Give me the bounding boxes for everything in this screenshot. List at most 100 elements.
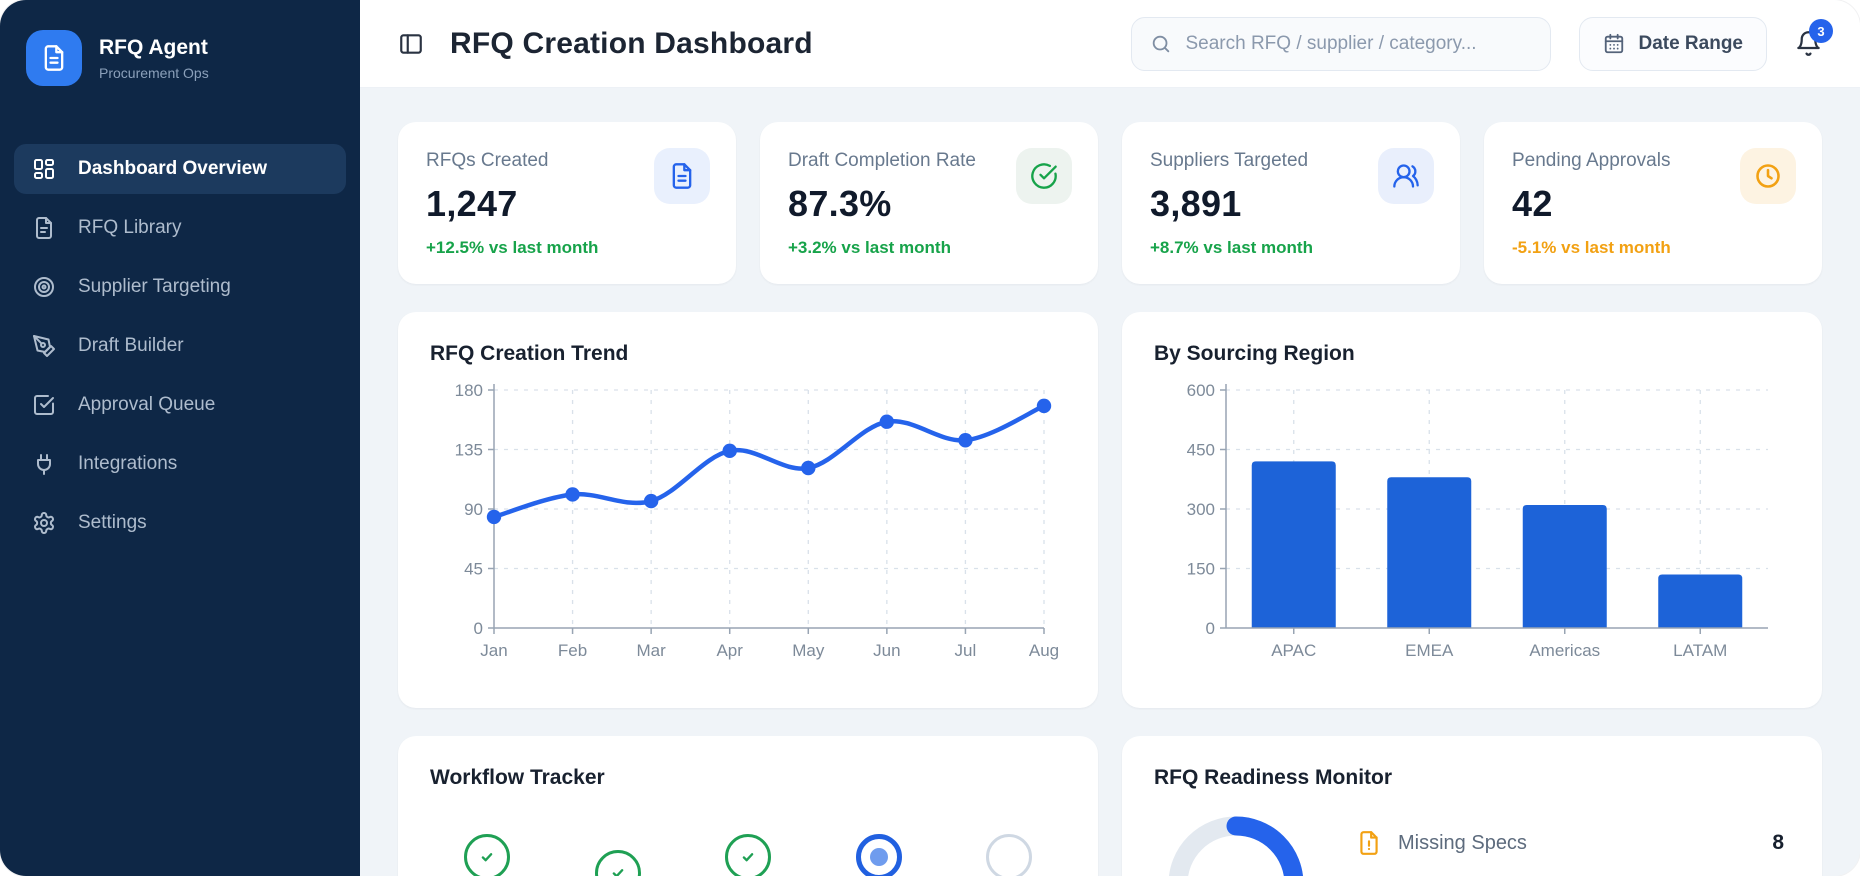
sidebar-item-label: Settings <box>78 512 147 533</box>
readiness-row-missing-specs: Missing Specs 8 <box>1356 830 1790 856</box>
svg-text:Jun: Jun <box>873 641 900 660</box>
check-circle-icon <box>1016 148 1072 204</box>
stat-card-pending-approvals: Pending Approvals 42 -5.1% vs last month <box>1484 122 1822 284</box>
sidebar-item-label: RFQ Library <box>78 217 182 238</box>
notifications-button[interactable]: 3 <box>1795 19 1833 57</box>
svg-text:Feb: Feb <box>558 641 587 660</box>
svg-text:APAC: APAC <box>1271 641 1316 660</box>
rfq-readiness-title: RFQ Readiness Monitor <box>1154 766 1393 789</box>
brand: RFQ Agent Procurement Ops <box>0 30 360 86</box>
grid-icon <box>32 157 56 181</box>
stats-row: RFQs Created 1,247 +12.5% vs last month … <box>398 122 1822 284</box>
check-icon <box>742 853 754 862</box>
readiness-body: Missing Specs 8 <box>1154 808 1790 876</box>
stat-label: Pending Approvals <box>1512 150 1671 171</box>
date-range-button[interactable]: Date Range <box>1579 16 1767 71</box>
calendar-icon <box>1603 33 1625 55</box>
svg-text:Aug: Aug <box>1029 641 1059 660</box>
sourcing-region-chart: 0 150 300 450 600 APAC EMEA Americas LATAM <box>1187 381 1768 660</box>
sidebar-nav: Dashboard Overview RFQ Library Supplier … <box>0 144 360 548</box>
svg-text:0: 0 <box>474 619 483 638</box>
sidebar-item-label: Dashboard Overview <box>78 158 268 179</box>
sidebar-item-label: Integrations <box>78 453 178 474</box>
brand-title: RFQ Agent <box>99 35 208 59</box>
check-icon <box>612 869 623 876</box>
workflow-tracker-card: Workflow Tracker <box>398 736 1098 876</box>
svg-text:Jan: Jan <box>480 641 507 660</box>
svg-text:May: May <box>792 641 825 660</box>
sourcing-region-card: By Sourcing Region 0 150 300 450 600 APAC EMEA… <box>1122 312 1822 708</box>
svg-text:Apr: Apr <box>716 641 743 660</box>
notification-badge: 3 <box>1809 19 1833 43</box>
rfq-creation-trend-chart: 0 45 90 135 180 Jan Feb Mar Apr May Jun Jul Aug <box>455 381 1060 660</box>
workflow-step-1-done <box>464 834 510 876</box>
date-range-label: Date Range <box>1638 32 1743 54</box>
page-title: RFQ Creation Dashboard <box>450 26 813 60</box>
svg-text:600: 600 <box>1187 381 1215 400</box>
bottom-row: Workflow Tracker RFQ Readiness Monitor M… <box>398 736 1822 876</box>
stat-delta: +8.7% vs last month <box>1150 238 1313 257</box>
header: RFQ Creation Dashboard Date Range 3 <box>360 0 1860 88</box>
brand-text: RFQ Agent Procurement Ops <box>99 36 209 81</box>
sidebar-item-integrations[interactable]: Integrations <box>14 439 346 489</box>
dashboard-content: RFQs Created 1,247 +12.5% vs last month … <box>360 88 1860 876</box>
stat-label: RFQs Created <box>426 150 549 171</box>
search-input[interactable] <box>1185 32 1533 55</box>
workflow-step-3-done <box>725 834 771 876</box>
file-icon <box>32 216 56 240</box>
svg-text:Mar: Mar <box>637 641 667 660</box>
workflow-step-2-done <box>594 850 641 876</box>
gear-icon <box>32 511 56 535</box>
panel-toggle-icon[interactable] <box>398 31 424 57</box>
main-area: RFQ Creation Dashboard Date Range 3 <box>360 0 1860 876</box>
svg-text:45: 45 <box>464 560 483 579</box>
doc-alert-icon <box>1356 830 1382 856</box>
stat-delta: +3.2% vs last month <box>788 238 951 257</box>
active-step-dot <box>869 848 888 866</box>
stat-card-suppliers-targeted: Suppliers Targeted 3,891 +8.7% vs last m… <box>1122 122 1460 284</box>
svg-text:135: 135 <box>455 441 483 460</box>
stat-value: 1,247 <box>426 183 518 224</box>
svg-text:LATAM: LATAM <box>1673 641 1727 660</box>
svg-text:300: 300 <box>1187 500 1215 519</box>
rfq-readiness-card: RFQ Readiness Monitor Missing Specs 8 <box>1122 736 1822 876</box>
pen-icon <box>32 334 56 358</box>
sidebar-item-dashboard-overview[interactable]: Dashboard Overview <box>14 144 346 194</box>
stat-label: Suppliers Targeted <box>1150 150 1309 171</box>
clock-icon <box>1740 148 1796 204</box>
svg-text:180: 180 <box>455 381 483 400</box>
readiness-row-label: Missing Specs <box>1398 831 1527 854</box>
users-icon <box>1378 148 1434 204</box>
workflow-step-5-pending <box>986 834 1032 876</box>
readiness-gauge <box>1168 816 1304 876</box>
workflow-step-4-active <box>855 834 902 876</box>
stat-value: 3,891 <box>1150 183 1242 224</box>
sidebar-item-draft-builder[interactable]: Draft Builder <box>14 321 346 371</box>
sidebar-item-supplier-targeting[interactable]: Supplier Targeting <box>14 262 346 312</box>
brand-file-icon <box>26 30 82 86</box>
chart-title: By Sourcing Region <box>1154 342 1355 365</box>
svg-text:450: 450 <box>1187 441 1215 460</box>
workflow-steps <box>430 834 1066 876</box>
stat-card-draft-completion: Draft Completion Rate 87.3% +3.2% vs las… <box>760 122 1098 284</box>
svg-text:150: 150 <box>1187 560 1215 579</box>
stat-delta: +12.5% vs last month <box>426 238 599 257</box>
sidebar-item-settings[interactable]: Settings <box>14 498 346 548</box>
file-icon <box>654 148 710 204</box>
stat-value: 87.3% <box>788 183 892 224</box>
check-square-icon <box>32 393 56 417</box>
svg-text:90: 90 <box>464 500 483 519</box>
sidebar-item-rfq-library[interactable]: RFQ Library <box>14 203 346 253</box>
brand-subtitle: Procurement Ops <box>99 64 209 81</box>
readiness-rows: Missing Specs 8 <box>1356 808 1790 856</box>
check-icon <box>481 853 493 862</box>
sidebar-item-approval-queue[interactable]: Approval Queue <box>14 380 346 430</box>
svg-text:Americas: Americas <box>1529 641 1600 660</box>
stat-card-rfqs-created: RFQs Created 1,247 +12.5% vs last month <box>398 122 736 284</box>
workflow-tracker-title: Workflow Tracker <box>430 766 605 789</box>
search-box[interactable] <box>1131 16 1552 71</box>
sidebar-item-label: Supplier Targeting <box>78 276 231 297</box>
plug-icon <box>32 452 56 476</box>
rfq-creation-trend-card: RFQ Creation Trend 0 45 90 135 180 Jan Feb Mar A… <box>398 312 1098 708</box>
